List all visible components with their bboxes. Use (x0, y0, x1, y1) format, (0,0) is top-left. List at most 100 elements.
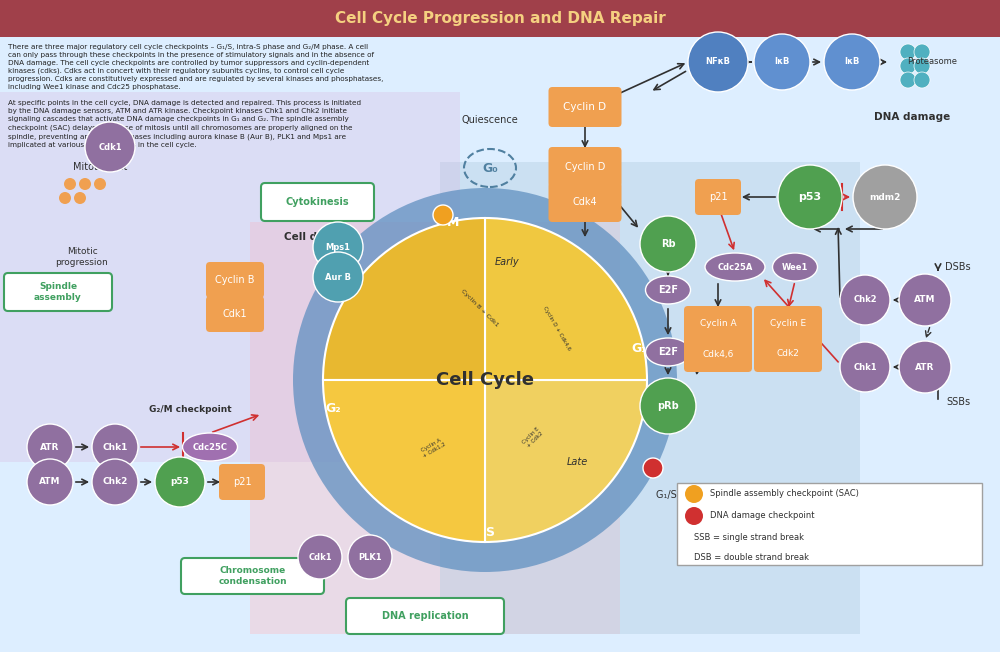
Circle shape (293, 188, 677, 572)
FancyBboxPatch shape (206, 262, 264, 298)
Text: Wee1: Wee1 (782, 263, 808, 271)
Polygon shape (0, 92, 460, 462)
Text: Cdc25A: Cdc25A (717, 263, 753, 271)
FancyBboxPatch shape (684, 336, 752, 372)
Ellipse shape (646, 338, 690, 366)
Text: SSB = single strand break: SSB = single strand break (694, 533, 804, 542)
Text: Chk2: Chk2 (853, 295, 877, 304)
Text: Spindle
assembly: Spindle assembly (34, 282, 82, 302)
Ellipse shape (646, 276, 690, 304)
Text: Rb: Rb (661, 239, 675, 249)
Circle shape (643, 458, 663, 478)
Text: G₁: G₁ (631, 342, 647, 355)
Text: Cyclin A: Cyclin A (700, 319, 736, 329)
FancyBboxPatch shape (346, 598, 504, 634)
Circle shape (59, 192, 71, 204)
Text: DNA replication: DNA replication (382, 611, 468, 621)
Text: Cdk1: Cdk1 (308, 552, 332, 561)
Circle shape (900, 72, 916, 88)
FancyBboxPatch shape (0, 0, 1000, 37)
Circle shape (899, 274, 951, 326)
Circle shape (94, 178, 106, 190)
Text: Cell Cycle: Cell Cycle (436, 371, 534, 389)
Text: Mitotic exit: Mitotic exit (73, 162, 127, 172)
Circle shape (754, 34, 810, 90)
Text: M: M (447, 216, 459, 230)
Text: Mps1: Mps1 (326, 243, 351, 252)
Text: G₂: G₂ (325, 402, 341, 415)
Circle shape (433, 205, 453, 225)
FancyBboxPatch shape (4, 273, 112, 311)
Circle shape (900, 44, 916, 60)
Text: S: S (485, 526, 494, 539)
Text: Cell Cycle Progression and DNA Repair: Cell Cycle Progression and DNA Repair (335, 11, 665, 26)
Circle shape (840, 342, 890, 392)
Text: Aur B: Aur B (325, 273, 351, 282)
Text: G₀: G₀ (482, 162, 498, 175)
Text: p53: p53 (798, 192, 822, 202)
Circle shape (92, 459, 138, 505)
Text: DNA damage checkpoint: DNA damage checkpoint (710, 512, 814, 520)
Text: Chk1: Chk1 (102, 443, 128, 451)
Text: Quiescence: Quiescence (462, 115, 518, 125)
Text: Cdc25C: Cdc25C (192, 443, 228, 451)
Text: Chromosome
condensation: Chromosome condensation (218, 566, 287, 586)
Ellipse shape (772, 253, 818, 281)
FancyBboxPatch shape (684, 306, 752, 342)
Circle shape (824, 34, 880, 90)
Circle shape (27, 459, 73, 505)
Text: IκB: IκB (844, 57, 860, 67)
Circle shape (27, 424, 73, 470)
Text: pRb: pRb (657, 401, 679, 411)
Wedge shape (323, 218, 485, 380)
Circle shape (900, 58, 916, 74)
Wedge shape (323, 380, 485, 542)
Circle shape (688, 32, 748, 92)
Text: Cyclin B + Cdk1: Cyclin B + Cdk1 (460, 288, 500, 328)
Text: ATM: ATM (914, 295, 936, 304)
Text: E2F: E2F (658, 347, 678, 357)
Text: Cell division: Cell division (284, 232, 356, 242)
Text: p21: p21 (709, 192, 727, 202)
FancyBboxPatch shape (261, 183, 374, 221)
Text: DSBs: DSBs (945, 262, 971, 272)
Circle shape (64, 178, 76, 190)
Text: IκB: IκB (774, 57, 790, 67)
Text: PLK1: PLK1 (358, 552, 382, 561)
Circle shape (74, 192, 86, 204)
Circle shape (85, 122, 135, 172)
Circle shape (914, 72, 930, 88)
Ellipse shape (705, 253, 765, 281)
FancyBboxPatch shape (695, 179, 741, 215)
FancyBboxPatch shape (181, 558, 324, 594)
Circle shape (840, 275, 890, 325)
Text: Mitotic
progression: Mitotic progression (56, 247, 108, 267)
Polygon shape (250, 222, 620, 634)
Circle shape (79, 178, 91, 190)
Text: Cyclin A
+ Cdk1,2: Cyclin A + Cdk1,2 (419, 437, 447, 459)
Text: Cyclin B: Cyclin B (215, 275, 255, 285)
Text: Cdk1: Cdk1 (98, 143, 122, 151)
Circle shape (914, 58, 930, 74)
FancyBboxPatch shape (677, 483, 982, 565)
Text: G₁/S checkpoint: G₁/S checkpoint (656, 490, 734, 500)
Text: Cdk2: Cdk2 (777, 349, 799, 359)
Ellipse shape (182, 433, 238, 461)
Text: Cyclin D: Cyclin D (563, 102, 607, 112)
Text: Cdk1: Cdk1 (223, 309, 247, 319)
Text: p21: p21 (233, 477, 251, 487)
Circle shape (298, 535, 342, 579)
Wedge shape (485, 218, 647, 380)
Circle shape (853, 165, 917, 229)
Circle shape (348, 535, 392, 579)
Wedge shape (485, 380, 647, 542)
Circle shape (92, 424, 138, 470)
Text: DSB = double strand break: DSB = double strand break (694, 552, 809, 561)
Text: Cyclin D: Cyclin D (565, 162, 605, 172)
Circle shape (685, 485, 703, 503)
Text: Late: Late (566, 457, 588, 467)
Circle shape (640, 378, 696, 434)
Text: Cyclin D + Cdk4,6: Cyclin D + Cdk4,6 (542, 305, 572, 351)
Text: p53: p53 (171, 477, 189, 486)
Circle shape (640, 216, 696, 272)
